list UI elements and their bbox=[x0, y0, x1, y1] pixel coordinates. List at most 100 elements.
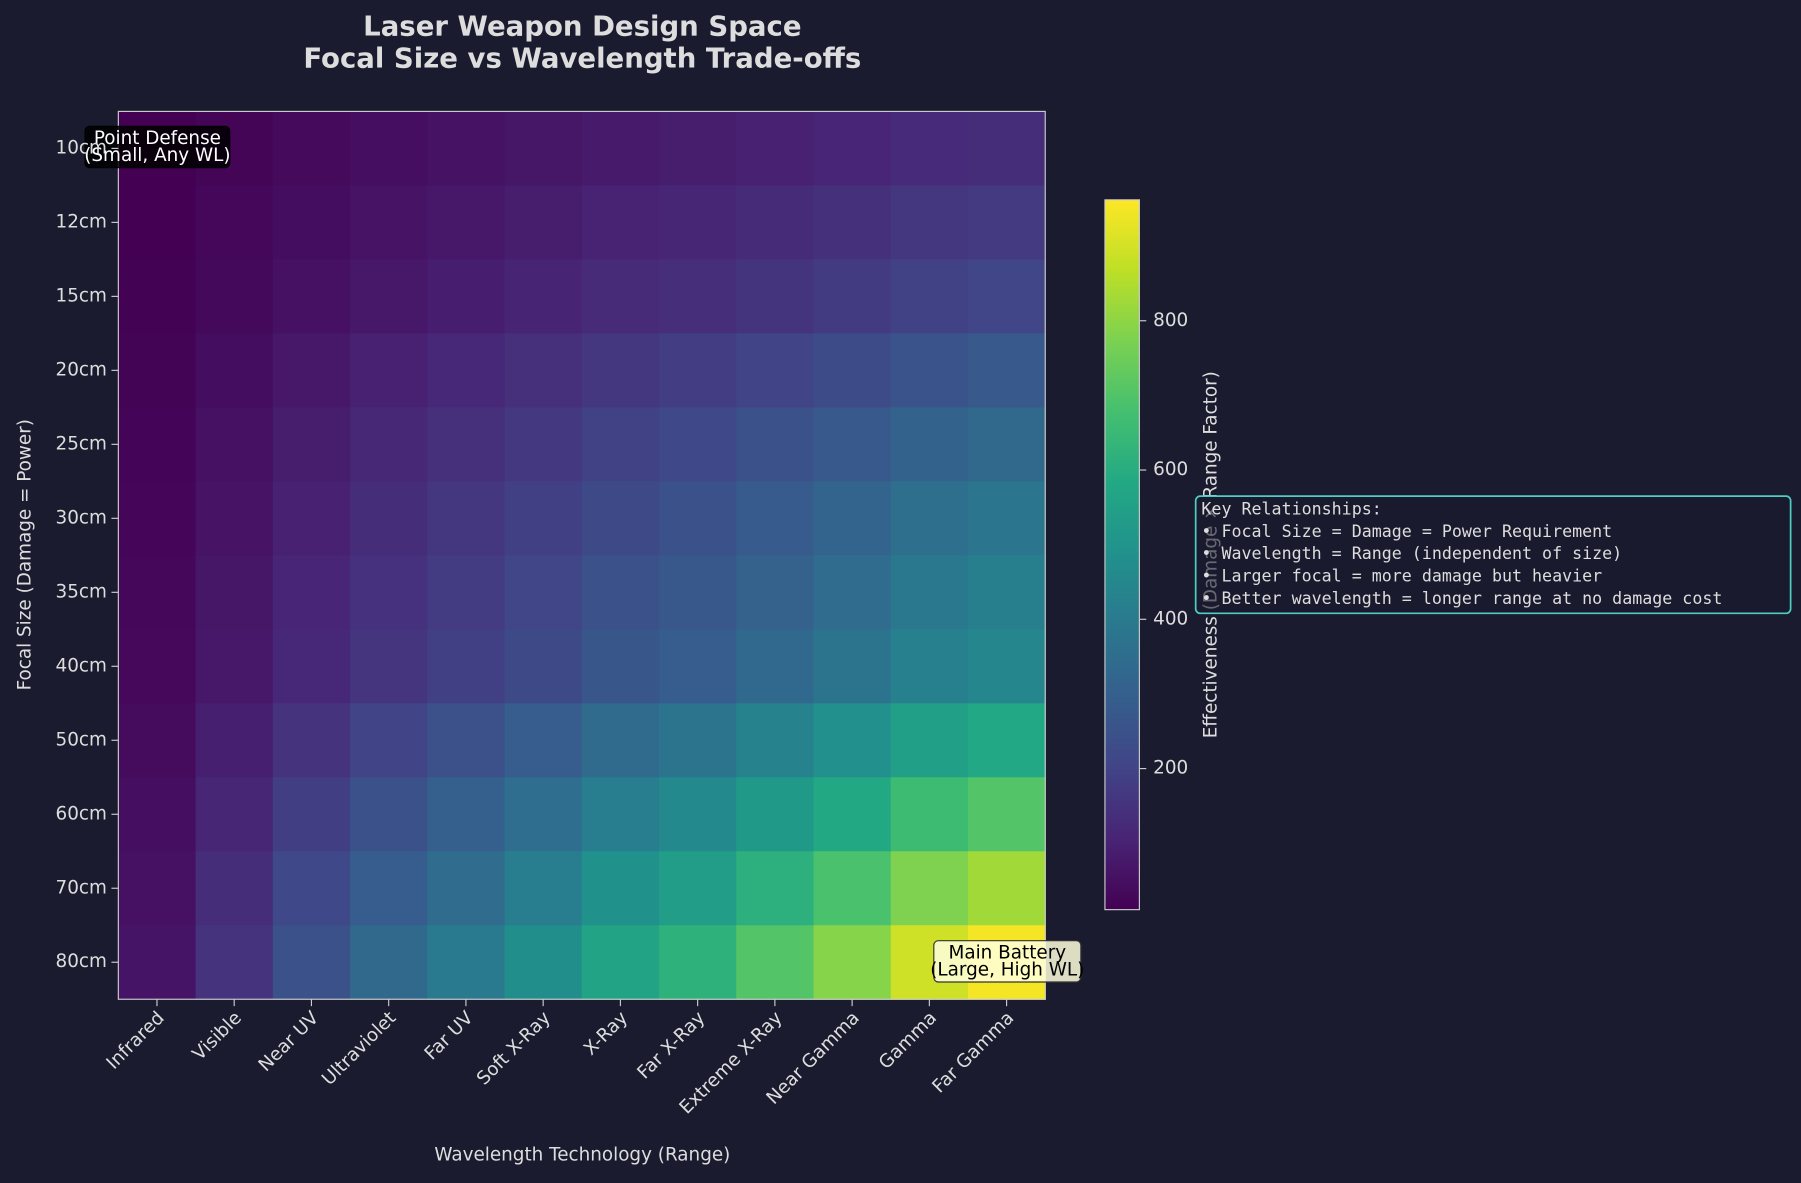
heatmap-cell bbox=[813, 407, 892, 482]
heatmap-cell bbox=[272, 481, 351, 556]
heatmap-cell bbox=[272, 333, 351, 408]
heatmap-cell bbox=[350, 185, 428, 260]
heatmap-cell bbox=[504, 333, 583, 408]
y-tick-label: 25cm bbox=[56, 433, 107, 454]
heatmap-cell bbox=[659, 481, 737, 556]
annotation-box bbox=[933, 940, 1082, 983]
heatmap-cell bbox=[581, 851, 660, 926]
heatmap-cell bbox=[659, 333, 737, 408]
x-tick-label: Near UV bbox=[255, 1007, 324, 1076]
heatmap-cell bbox=[736, 555, 815, 630]
x-tick-label: Ultraviolet bbox=[318, 1008, 400, 1090]
heatmap-cell bbox=[195, 555, 274, 630]
heatmap-cell bbox=[736, 407, 815, 482]
heatmap-cell bbox=[350, 407, 428, 482]
heatmap-cell bbox=[659, 925, 737, 1000]
colorbar-tick-label: 200 bbox=[1153, 758, 1188, 779]
x-tick-label: Infrared bbox=[103, 1008, 169, 1074]
annotation-text: Point Defense bbox=[94, 128, 221, 149]
heatmap-cell bbox=[504, 185, 583, 260]
heatmap-cell bbox=[350, 777, 428, 852]
heatmap-cell bbox=[118, 629, 197, 704]
heatmap-cell bbox=[813, 555, 892, 630]
heatmap-cell bbox=[581, 777, 660, 852]
heatmap-cell bbox=[736, 333, 815, 408]
heatmap-cell bbox=[736, 259, 815, 334]
heatmap-cell bbox=[659, 259, 737, 334]
y-tick-label: 70cm bbox=[56, 877, 107, 898]
heatmap-cell bbox=[967, 777, 1046, 852]
heatmap-cell bbox=[504, 851, 583, 926]
heatmap-cell bbox=[659, 555, 737, 630]
heatmap-cell bbox=[813, 925, 892, 1000]
heatmap-cell bbox=[118, 333, 197, 408]
heatmap-cell bbox=[118, 703, 197, 778]
heatmap-cell bbox=[813, 703, 892, 778]
annotation-text: (Small, Any WL) bbox=[84, 145, 230, 166]
heatmap-cell bbox=[427, 333, 506, 408]
heatmap-cell bbox=[118, 481, 197, 556]
y-tick-label: 60cm bbox=[56, 803, 107, 824]
y-tick-label: 30cm bbox=[56, 507, 107, 528]
key-text: • Wavelength = Range (independent of siz… bbox=[1201, 544, 1622, 563]
heatmap-cell bbox=[890, 259, 969, 334]
heatmap-cell bbox=[118, 185, 197, 260]
heatmap-cell bbox=[581, 555, 660, 630]
heatmap-cell bbox=[350, 555, 428, 630]
x-tick-label: X-Ray bbox=[580, 1007, 632, 1059]
heatmap-cell bbox=[272, 703, 351, 778]
heatmap-cell bbox=[581, 925, 660, 1000]
heatmap-cell bbox=[967, 629, 1046, 704]
heatmap-cell bbox=[736, 703, 815, 778]
heatmap-cell bbox=[967, 703, 1046, 778]
heatmap-cell bbox=[195, 407, 274, 482]
x-tick-label: Far UV bbox=[421, 1007, 478, 1064]
heatmap-cell bbox=[350, 703, 428, 778]
heatmap-cell bbox=[195, 185, 274, 260]
chart-subtitle: Focal Size vs Wavelength Trade-offs bbox=[303, 43, 861, 75]
heatmap-cell bbox=[272, 555, 351, 630]
heatmap-cell bbox=[581, 259, 660, 334]
heatmap-cell bbox=[272, 925, 351, 1000]
heatmap-cell bbox=[581, 185, 660, 260]
heatmap-cell bbox=[427, 185, 506, 260]
heatmap-cell bbox=[967, 259, 1046, 334]
heatmap-cell bbox=[427, 851, 506, 926]
heatmap-cell bbox=[195, 777, 274, 852]
y-tick-label: 20cm bbox=[56, 359, 107, 380]
annotation-box bbox=[84, 125, 231, 169]
heatmap-cell bbox=[272, 407, 351, 482]
heatmap-cell bbox=[195, 259, 274, 334]
chart-title: Laser Weapon Design Space bbox=[363, 11, 801, 43]
x-tick-label: Gamma bbox=[875, 1008, 941, 1074]
heatmap-cell bbox=[118, 407, 197, 482]
heatmap-cell bbox=[272, 777, 351, 852]
heatmap-cell bbox=[813, 481, 892, 556]
heatmap-cell bbox=[350, 925, 428, 1000]
heatmap-cell bbox=[967, 555, 1046, 630]
heatmap-cell bbox=[581, 111, 660, 186]
heatmap-cell bbox=[813, 259, 892, 334]
heatmap-cell bbox=[504, 555, 583, 630]
y-tick-label: 50cm bbox=[56, 729, 107, 750]
heatmap-cell bbox=[813, 777, 892, 852]
heatmap-cell bbox=[118, 851, 197, 926]
heatmap-cell bbox=[427, 555, 506, 630]
heatmap-cell bbox=[890, 481, 969, 556]
annotation-text: (Large, High WL) bbox=[930, 960, 1084, 981]
heatmap-cell bbox=[504, 259, 583, 334]
heatmap-cell bbox=[813, 333, 892, 408]
heatmap-cell bbox=[272, 851, 351, 926]
colorbar-tick-label: 800 bbox=[1153, 310, 1188, 331]
heatmap-cell bbox=[427, 925, 506, 1000]
heatmap-cell bbox=[272, 111, 351, 186]
heatmap-cell bbox=[813, 851, 892, 926]
heatmap-cell bbox=[890, 851, 969, 926]
annotations: Point Defense(Small, Any WL) Main Battery… bbox=[84, 125, 1792, 983]
heatmap-cell bbox=[890, 111, 969, 186]
heatmap-cell bbox=[659, 703, 737, 778]
heatmap-cell bbox=[504, 777, 583, 852]
heatmap-cell bbox=[659, 851, 737, 926]
plot-frame bbox=[117, 110, 1046, 1000]
